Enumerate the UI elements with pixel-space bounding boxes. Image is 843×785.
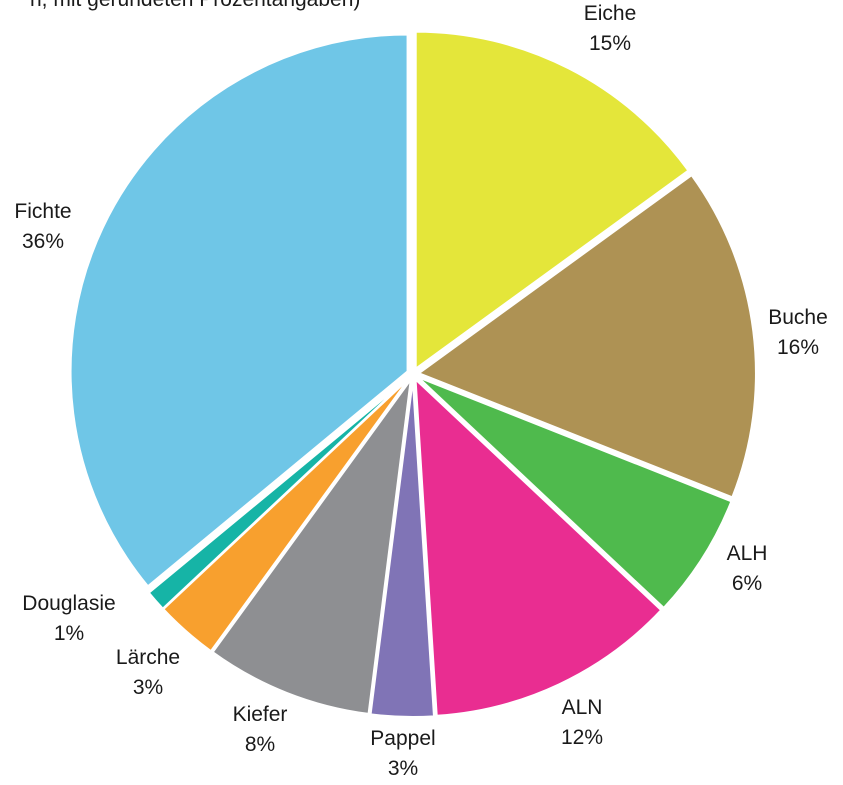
slice-percent-label: 36% xyxy=(22,230,64,253)
pie-slice-fichte xyxy=(69,33,409,588)
slice-label: ALH xyxy=(727,542,768,565)
slice-label: Buche xyxy=(768,306,828,329)
slice-percent-label: 3% xyxy=(133,676,163,699)
slice-percent-label: 6% xyxy=(732,572,762,595)
pie-slice-pappel xyxy=(369,379,436,718)
slice-label: Lärche xyxy=(116,646,180,669)
slice-label: ALN xyxy=(562,696,603,719)
slice-percent-label: 8% xyxy=(245,733,275,756)
slice-label: Douglasie xyxy=(22,592,115,615)
slice-label: Eiche xyxy=(584,2,637,25)
pie-slice-kiefer xyxy=(211,378,412,716)
pie-slice-buche xyxy=(416,173,757,499)
pie-slice-alh xyxy=(417,376,733,610)
pie-slice-douglasie xyxy=(147,377,410,611)
slice-label: Kiefer xyxy=(233,703,288,726)
slice-percent-label: 15% xyxy=(589,32,631,55)
slice-percent-label: 16% xyxy=(777,336,819,359)
pie-slice-eiche xyxy=(414,30,690,371)
chart-subtitle: n, mit gerundeten Prozentangaben) xyxy=(30,0,360,11)
slice-percent-label: 3% xyxy=(388,757,418,780)
pie-labels: Eiche 15% Buche 16% ALH 6% ALN 12% Pappel 3% Kiefe… xyxy=(14,2,827,780)
slice-label: Fichte xyxy=(14,200,71,223)
slice-percent-label: 12% xyxy=(561,726,603,749)
pie-slices xyxy=(69,30,757,718)
slice-percent-label: 1% xyxy=(54,622,84,645)
pie-slice-aln xyxy=(414,376,663,717)
slice-label: Pappel xyxy=(370,727,435,750)
